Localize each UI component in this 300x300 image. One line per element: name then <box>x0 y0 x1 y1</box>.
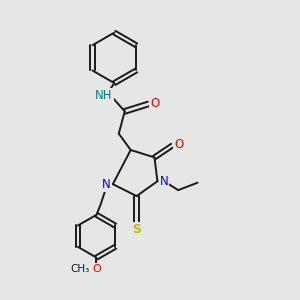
Text: O: O <box>174 138 184 151</box>
Text: N: N <box>102 178 111 191</box>
Text: S: S <box>132 223 141 236</box>
Text: CH₃: CH₃ <box>70 264 90 274</box>
Text: O: O <box>92 264 101 274</box>
Text: N: N <box>160 175 168 188</box>
Text: O: O <box>150 98 160 110</box>
Text: NH: NH <box>95 88 113 101</box>
